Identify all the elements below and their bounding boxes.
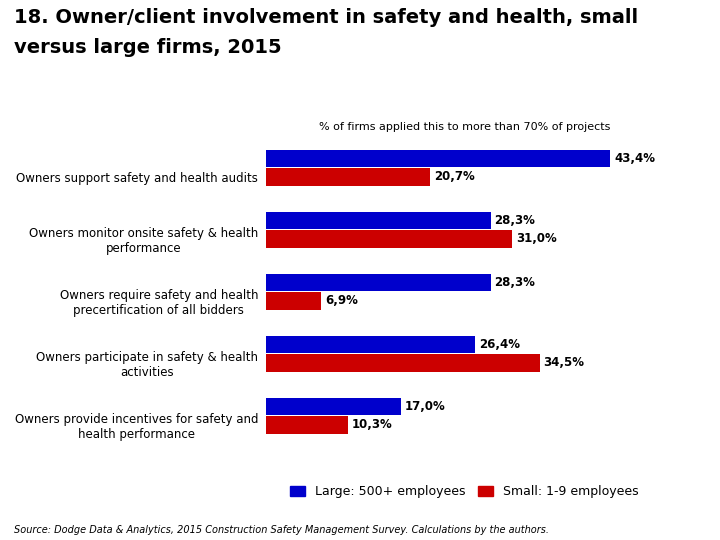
Legend: Large: 500+ employees, Small: 1-9 employees: Large: 500+ employees, Small: 1-9 employ…: [285, 480, 644, 503]
Text: 28,3%: 28,3%: [495, 276, 536, 289]
Text: 43,4%: 43,4%: [614, 152, 655, 165]
Text: Source: Dodge Data & Analytics, 2015 Construction Safety Management Survey. Calc: Source: Dodge Data & Analytics, 2015 Con…: [14, 524, 549, 535]
Bar: [266, 150, 610, 167]
Text: versus large firms, 2015: versus large firms, 2015: [14, 38, 282, 57]
Bar: [266, 416, 348, 434]
Bar: [266, 212, 490, 229]
Text: 28,3%: 28,3%: [495, 214, 536, 227]
Bar: [266, 354, 540, 372]
Text: 31,0%: 31,0%: [516, 232, 557, 245]
Bar: [266, 230, 512, 248]
Text: 26,4%: 26,4%: [480, 338, 521, 351]
Bar: [266, 274, 490, 291]
Text: 20,7%: 20,7%: [434, 171, 475, 184]
Bar: [266, 168, 431, 186]
Text: 10,3%: 10,3%: [352, 418, 392, 431]
Bar: [266, 397, 401, 415]
Text: 34,5%: 34,5%: [544, 356, 585, 369]
Bar: [266, 292, 321, 309]
Text: 6,9%: 6,9%: [325, 294, 358, 307]
Text: % of firms applied this to more than 70% of projects: % of firms applied this to more than 70%…: [319, 122, 610, 132]
Text: 18. Owner/client involvement in safety and health, small: 18. Owner/client involvement in safety a…: [14, 8, 639, 27]
Text: 17,0%: 17,0%: [405, 400, 446, 413]
Bar: [266, 335, 475, 353]
